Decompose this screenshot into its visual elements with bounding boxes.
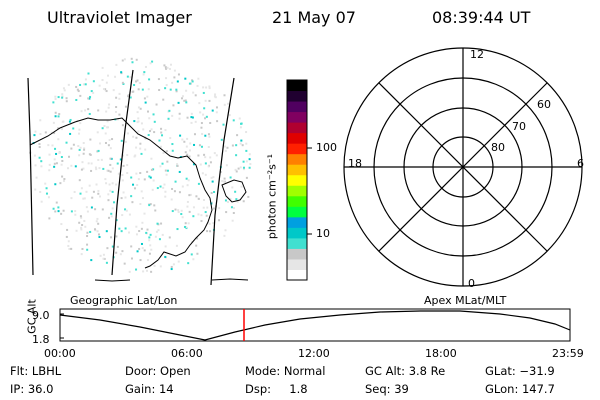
- coastline: [29, 117, 213, 269]
- time-tick: 00:00: [44, 347, 76, 360]
- altitude-tick-top: 9.0: [32, 309, 50, 322]
- info-seq: Seq: 39: [365, 382, 409, 396]
- colorbar-strip: [287, 90, 307, 102]
- mlt-label-6: 6: [577, 157, 584, 170]
- colorbar-strip: [287, 237, 307, 249]
- colorbar-strip: [287, 174, 307, 186]
- polar-diagonal: [378, 82, 548, 252]
- observation-date: 21 May 07: [272, 8, 356, 27]
- info-door: Door: Open: [125, 364, 191, 378]
- info-gain: Gain: 14: [125, 382, 174, 396]
- meridian-line: [27, 77, 34, 276]
- colorbar-strip: [287, 111, 307, 123]
- apex-projection-label: Apex MLat/MLT: [424, 294, 507, 307]
- mlat-label-60: 60: [537, 98, 551, 111]
- colorbar-strip: [287, 101, 307, 113]
- colorbar-strip: [287, 153, 307, 165]
- colorbar-strip: [287, 132, 307, 144]
- colorbar-strip: [287, 122, 307, 134]
- time-tick: 12:00: [298, 347, 330, 360]
- colorbar-strip: [287, 269, 307, 281]
- info-mode: Mode: Normal: [245, 364, 326, 378]
- altitude-curve: [59, 310, 571, 341]
- mlt-label-18: 18: [348, 157, 362, 170]
- info-glat: GLat: −31.9: [485, 364, 555, 378]
- meridian-line: [111, 69, 134, 276]
- colorbar-strip: [287, 164, 307, 176]
- observation-time: 08:39:44 UT: [432, 8, 531, 27]
- time-tick: 23:59: [552, 347, 584, 360]
- info-filter: Flt: LBHL: [10, 364, 62, 378]
- uv-emission-speckles: [29, 57, 252, 273]
- geographic-projection-label: Geographic Lat/Lon: [70, 294, 178, 307]
- info-dsp: Dsp: 1.8: [245, 382, 308, 396]
- colorbar-tick-label: 100: [316, 141, 337, 154]
- colorbar-tick-label: 10: [316, 227, 330, 240]
- meridian-line: [210, 77, 235, 286]
- mlat-label-70: 70: [512, 120, 526, 133]
- altitude-tick-bottom: 1.8: [32, 333, 50, 346]
- mlat-label-80: 80: [491, 141, 505, 154]
- time-tick: 18:00: [425, 347, 457, 360]
- info-glon: GLon: 147.7: [485, 382, 555, 396]
- instrument-title: Ultraviolet Imager: [47, 8, 192, 27]
- colorbar-strip: [287, 216, 307, 228]
- colorbar-strip: [287, 185, 307, 197]
- info-gc-alt: GC Alt: 3.8 Re: [365, 364, 446, 378]
- colorbar-strip: [287, 80, 307, 92]
- mlt-label-0: 0: [468, 277, 475, 290]
- mlt-label-12: 12: [470, 48, 484, 61]
- colorbar-strip: [287, 195, 307, 207]
- coastline-island: [221, 179, 247, 203]
- colorbar-strip: [287, 206, 307, 218]
- colorbar-strip: [287, 248, 307, 260]
- info-ip: IP: 36.0: [10, 382, 54, 396]
- colorbar-strip: [287, 227, 307, 239]
- coastline: [211, 278, 249, 281]
- colorbar-strip: [287, 258, 307, 270]
- time-tick: 06:00: [171, 347, 203, 360]
- coastline: [94, 279, 131, 282]
- colorbar-strip: [287, 143, 307, 155]
